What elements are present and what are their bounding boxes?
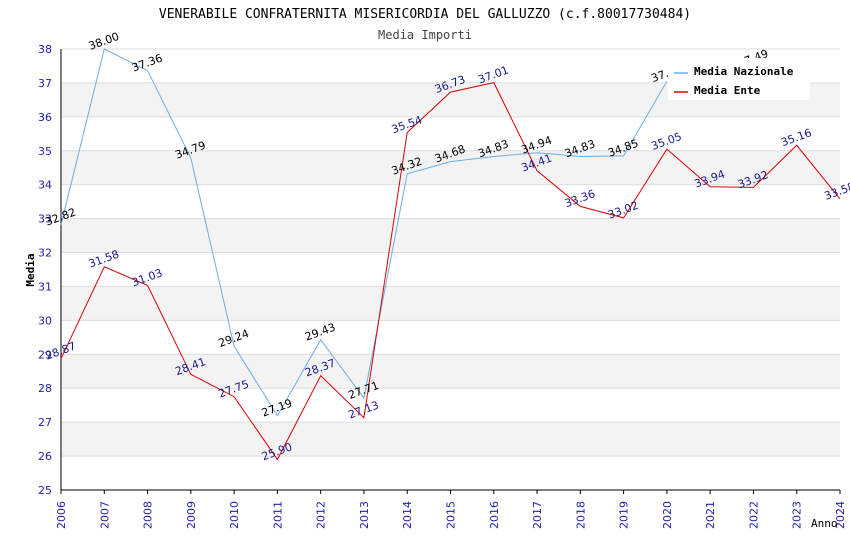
plot-band bbox=[61, 388, 840, 423]
plot-band bbox=[61, 354, 840, 389]
legend-label-media-nazionale: Media Nazionale bbox=[694, 65, 794, 78]
x-tick-label: 2015 bbox=[445, 501, 458, 529]
x-tick-label: 2011 bbox=[271, 501, 284, 529]
x-tick-label: 2012 bbox=[315, 501, 328, 529]
x-tick-label: 2008 bbox=[142, 501, 155, 529]
y-tick-label: 27 bbox=[38, 416, 52, 429]
x-tick-label: 2021 bbox=[704, 501, 717, 529]
x-tick-label: 2019 bbox=[618, 501, 631, 529]
series-lines bbox=[60, 48, 841, 461]
x-tick-label: 2013 bbox=[358, 501, 371, 529]
x-tick-label: 2018 bbox=[574, 501, 587, 529]
legend-box bbox=[668, 58, 810, 100]
chart-title: VENERABILE CONFRATERNITA MISERICORDIA DE… bbox=[159, 7, 691, 22]
y-tick-label: 35 bbox=[38, 145, 52, 158]
y-tick-label: 29 bbox=[38, 348, 52, 361]
chart-subtitle: Media Importi bbox=[378, 28, 472, 42]
x-axis-label: Anno bbox=[811, 517, 838, 530]
plot-band bbox=[61, 116, 840, 151]
legend: Media Nazionale Media Ente bbox=[668, 58, 810, 100]
y-axis-ticks: 25 26 27 28 29 30 31 32 33 34 35 36 37 38 bbox=[38, 43, 52, 497]
x-tick-label: 2022 bbox=[747, 501, 760, 529]
plot-bands bbox=[61, 49, 840, 490]
y-tick-label: 32 bbox=[38, 247, 52, 260]
y-tick-label: 30 bbox=[38, 314, 52, 327]
y-tick-label: 28 bbox=[38, 382, 52, 395]
y-tick-label: 33 bbox=[38, 213, 52, 226]
plot-band bbox=[61, 184, 840, 219]
x-tick-label: 2023 bbox=[791, 501, 804, 529]
y-axis-label: Media bbox=[24, 253, 37, 286]
plot-band bbox=[61, 456, 840, 490]
y-tick-label: 36 bbox=[38, 111, 52, 124]
x-tick-label: 2007 bbox=[98, 501, 111, 529]
x-tick-label: 2020 bbox=[661, 501, 674, 529]
series-line-0 bbox=[60, 48, 668, 417]
x-axis-ticks: 2006 2007 2008 2009 2010 2011 2012 2013 2014 2015… bbox=[55, 490, 847, 529]
x-tick-label: 2010 bbox=[228, 501, 241, 529]
x-tick-label: 2009 bbox=[185, 501, 198, 529]
y-tick-label: 26 bbox=[38, 450, 52, 463]
plot-band bbox=[61, 150, 840, 185]
plot-band bbox=[61, 422, 840, 457]
plot-band bbox=[61, 218, 840, 253]
y-tick-label: 37 bbox=[38, 77, 52, 90]
x-tick-label: 2014 bbox=[401, 501, 414, 529]
plot-band bbox=[61, 252, 840, 287]
y-tick-label: 31 bbox=[38, 280, 52, 293]
x-tick-label: 2017 bbox=[531, 501, 544, 529]
y-tick-label: 34 bbox=[38, 179, 52, 192]
x-tick-label: 2006 bbox=[55, 501, 68, 529]
plot-band bbox=[61, 286, 840, 321]
y-tick-label: 38 bbox=[38, 43, 52, 56]
x-tick-label: 2016 bbox=[488, 501, 501, 529]
legend-label-media-ente: Media Ente bbox=[694, 84, 761, 97]
series-line-1 bbox=[60, 82, 841, 461]
x-tick-label: 2024 bbox=[834, 501, 847, 529]
y-tick-label: 25 bbox=[38, 484, 52, 497]
plot-band bbox=[61, 320, 840, 355]
